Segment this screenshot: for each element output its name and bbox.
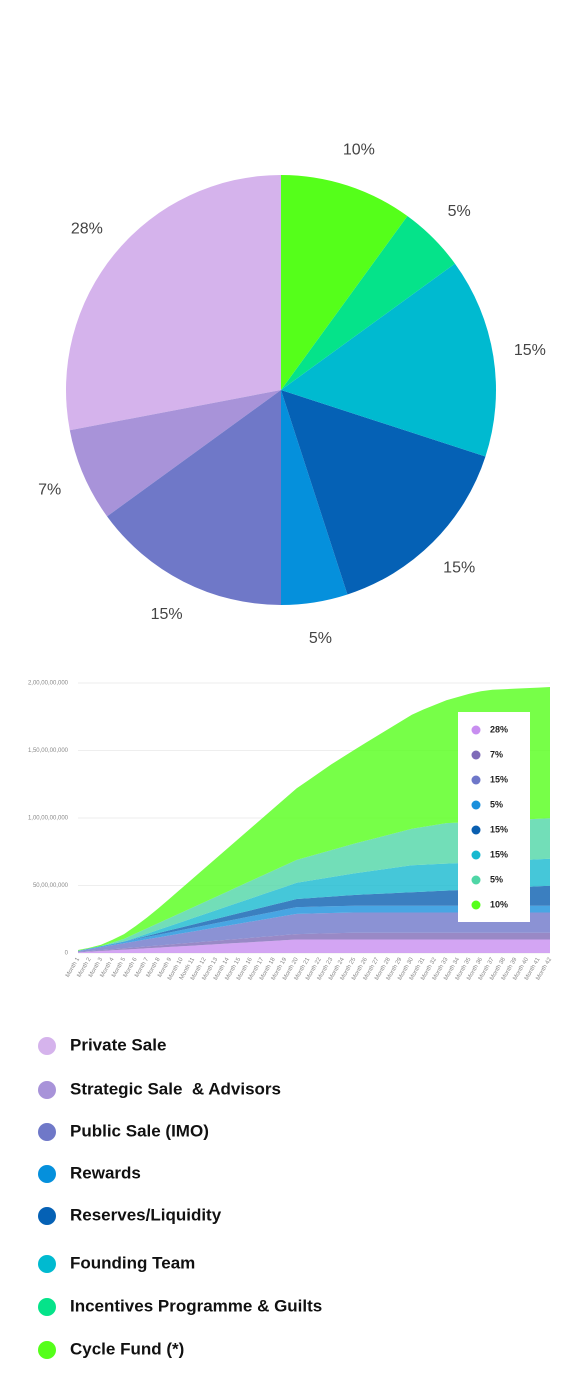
pie-slice bbox=[281, 263, 496, 457]
y-tick-label: 0 bbox=[65, 951, 69, 957]
slice-label: 28% bbox=[71, 221, 103, 238]
legend-label: 10% bbox=[490, 899, 508, 909]
area bbox=[78, 939, 550, 953]
pie-slice bbox=[281, 390, 486, 595]
legend-marker bbox=[38, 1165, 56, 1183]
legend-marker bbox=[471, 825, 481, 835]
pie-slice bbox=[281, 390, 348, 605]
area bbox=[78, 687, 550, 951]
slice-label: 10% bbox=[343, 142, 375, 159]
legend-label: Founding Team bbox=[70, 1253, 195, 1272]
legend-marker bbox=[38, 1207, 56, 1225]
legend-label: 15% bbox=[490, 774, 508, 784]
legend-marker bbox=[38, 1037, 56, 1055]
area bbox=[78, 885, 550, 951]
y-tick-label: 1,00,00,00,000 bbox=[28, 816, 69, 822]
legend-label: Private Sale bbox=[70, 1035, 166, 1054]
area bbox=[78, 818, 550, 951]
legend-marker bbox=[38, 1298, 56, 1316]
legend-label: 15% bbox=[490, 849, 508, 859]
legend-label: 28% bbox=[490, 724, 508, 734]
slice-label: 15% bbox=[443, 559, 475, 576]
legend-label: Rewards bbox=[70, 1163, 141, 1182]
legend-label: Cycle Fund (*) bbox=[70, 1339, 184, 1358]
pie-slice bbox=[69, 390, 281, 517]
legend-marker bbox=[471, 775, 481, 785]
slice-label: 15% bbox=[514, 342, 546, 359]
legend-marker bbox=[471, 725, 481, 735]
slice-label: 5% bbox=[448, 203, 471, 220]
legend-label: Public Sale (IMO) bbox=[70, 1121, 209, 1140]
pie-slice bbox=[281, 216, 455, 390]
y-tick-label: 2,00,00,00,000 bbox=[28, 681, 69, 687]
legend-label: 5% bbox=[490, 874, 503, 884]
slice-label: 7% bbox=[38, 481, 61, 498]
area bbox=[78, 932, 550, 953]
legend-marker bbox=[471, 850, 481, 860]
legend-label: 5% bbox=[490, 799, 503, 809]
pie-slice bbox=[281, 175, 408, 390]
legend-label: Reserves/Liquidity bbox=[70, 1205, 222, 1224]
legend-marker bbox=[471, 750, 481, 760]
pie-slice bbox=[107, 390, 282, 605]
area bbox=[78, 858, 550, 951]
area bbox=[78, 912, 550, 953]
legend-marker bbox=[471, 900, 481, 910]
legend-label: Strategic Sale & Advisors bbox=[70, 1079, 281, 1098]
legend-marker bbox=[471, 800, 481, 810]
pie-slice bbox=[66, 175, 282, 431]
slice-label: 5% bbox=[309, 630, 332, 647]
legend-marker bbox=[38, 1123, 56, 1141]
y-tick-label: 1,50,00,00,000 bbox=[28, 748, 69, 754]
legend-marker bbox=[38, 1255, 56, 1273]
legend-box bbox=[458, 712, 530, 922]
legend-label: 7% bbox=[490, 749, 503, 759]
legend-marker bbox=[38, 1081, 56, 1099]
legend-marker bbox=[471, 875, 481, 885]
legend-label: Incentives Programme & Guilts bbox=[70, 1296, 322, 1315]
slice-label: 15% bbox=[151, 606, 183, 623]
y-tick-label: 50,00,00,000 bbox=[33, 883, 69, 889]
legend-label: 15% bbox=[490, 824, 508, 834]
legend-marker bbox=[38, 1341, 56, 1359]
